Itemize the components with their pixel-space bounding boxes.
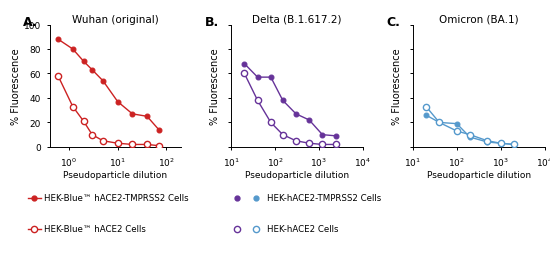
- X-axis label: Pseudoparticle dilution: Pseudoparticle dilution: [63, 171, 167, 180]
- Text: C.: C.: [387, 16, 400, 29]
- Text: A.: A.: [23, 16, 38, 29]
- X-axis label: Pseudoparticle dilution: Pseudoparticle dilution: [427, 171, 531, 180]
- Text: HEK-hACE2 Cells: HEK-hACE2 Cells: [267, 224, 338, 233]
- Text: HEK-Blue™ hACE2 Cells: HEK-Blue™ hACE2 Cells: [44, 224, 146, 233]
- Title: Wuhan (original): Wuhan (original): [72, 15, 159, 25]
- Y-axis label: % Fluorescence: % Fluorescence: [11, 48, 21, 124]
- Text: B.: B.: [205, 16, 219, 29]
- Y-axis label: % Fluorescence: % Fluorescence: [210, 48, 220, 124]
- Y-axis label: % Fluorescence: % Fluorescence: [392, 48, 402, 124]
- Title: Delta (B.1.617.2): Delta (B.1.617.2): [252, 15, 342, 25]
- X-axis label: Pseudoparticle dilution: Pseudoparticle dilution: [245, 171, 349, 180]
- Title: Omicron (BA.1): Omicron (BA.1): [439, 15, 519, 25]
- Text: HEK-Blue™ hACE2-TMPRSS2 Cells: HEK-Blue™ hACE2-TMPRSS2 Cells: [44, 194, 189, 203]
- Text: HEK-hACE2-TMPRSS2 Cells: HEK-hACE2-TMPRSS2 Cells: [267, 194, 381, 203]
